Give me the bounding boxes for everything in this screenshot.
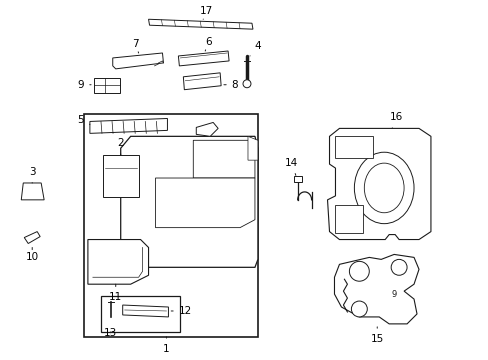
Bar: [102, 155, 138, 197]
Text: 11: 11: [109, 284, 122, 302]
Text: 7: 7: [132, 39, 139, 53]
Text: 6: 6: [204, 37, 211, 51]
Text: 17: 17: [199, 6, 212, 19]
Bar: [335, 136, 372, 158]
Text: 16: 16: [389, 112, 402, 129]
Text: 5: 5: [78, 116, 90, 126]
Polygon shape: [334, 255, 418, 324]
Polygon shape: [113, 53, 163, 69]
Text: 10: 10: [25, 247, 39, 262]
Text: 14: 14: [285, 158, 298, 175]
Circle shape: [349, 261, 368, 281]
Text: 15: 15: [370, 327, 383, 344]
Text: 3: 3: [29, 167, 36, 183]
Circle shape: [351, 301, 366, 317]
Polygon shape: [196, 122, 218, 136]
Bar: [84, 113, 257, 337]
Polygon shape: [178, 51, 228, 66]
Circle shape: [390, 260, 406, 275]
Text: 9: 9: [78, 80, 91, 90]
Bar: [94, 78, 120, 93]
Ellipse shape: [364, 163, 403, 213]
Text: 13: 13: [104, 328, 117, 338]
Text: 2: 2: [117, 138, 124, 155]
Polygon shape: [121, 136, 257, 267]
Polygon shape: [183, 73, 221, 90]
Bar: [293, 176, 301, 182]
Text: 12: 12: [171, 306, 192, 316]
Text: 1: 1: [163, 337, 169, 354]
Polygon shape: [24, 231, 40, 243]
Polygon shape: [90, 118, 167, 133]
Polygon shape: [155, 178, 254, 228]
Polygon shape: [122, 305, 168, 317]
Bar: [335, 205, 363, 233]
Ellipse shape: [354, 152, 413, 224]
Polygon shape: [247, 136, 257, 160]
Circle shape: [243, 80, 250, 88]
Bar: [101, 296, 180, 332]
Polygon shape: [21, 183, 44, 200]
Polygon shape: [327, 129, 430, 239]
Polygon shape: [88, 239, 148, 284]
Polygon shape: [148, 19, 252, 29]
Text: 9: 9: [391, 289, 396, 298]
Polygon shape: [193, 140, 254, 178]
Text: 4: 4: [249, 41, 261, 56]
Text: 8: 8: [224, 80, 238, 90]
